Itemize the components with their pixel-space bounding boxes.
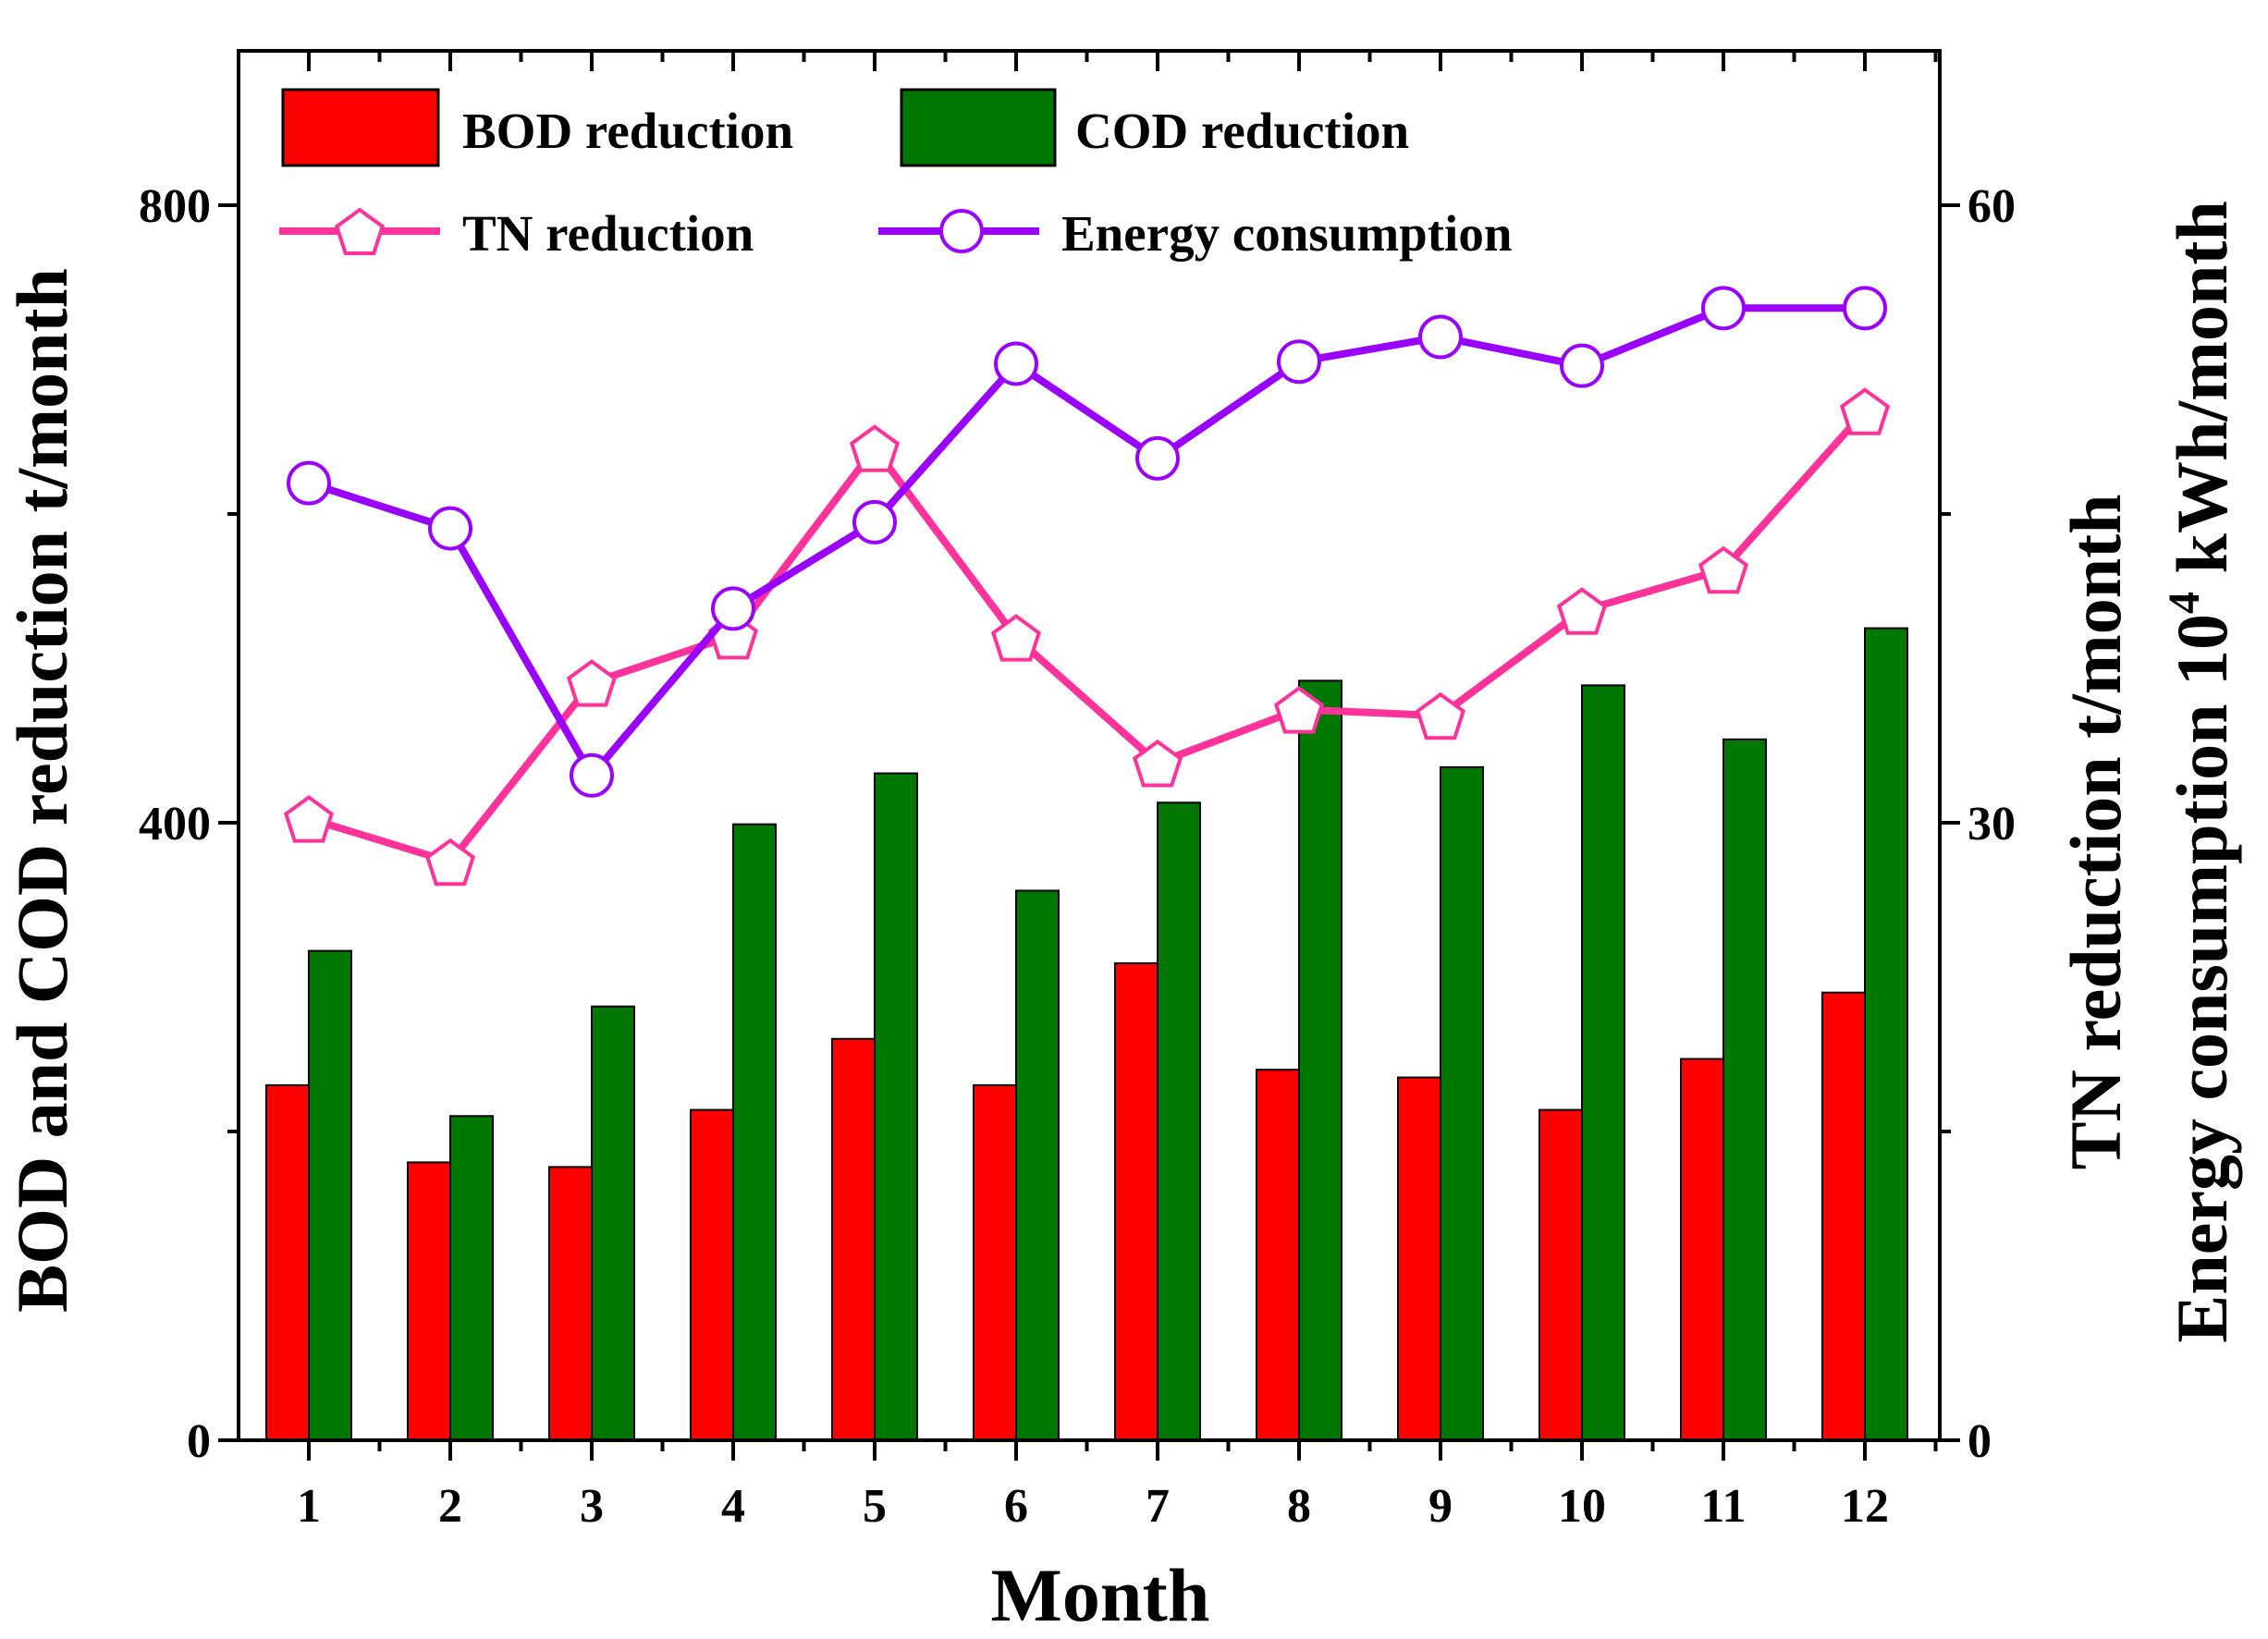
bod-bar: [548, 1166, 593, 1442]
right-y-tick-label: 0: [1968, 1415, 1992, 1468]
energy-axis-title-prefix: Energy consumption 10: [2162, 614, 2242, 1343]
cod-bar: [1722, 738, 1767, 1441]
x-tick-label: 12: [1841, 1480, 1889, 1533]
bod-bar: [407, 1161, 451, 1442]
energy-point: [711, 586, 755, 631]
energy-point: [1701, 286, 1746, 331]
energy-point: [428, 506, 472, 551]
energy-point: [994, 341, 1038, 386]
x-tick-label: 5: [863, 1480, 887, 1533]
energy-point: [287, 460, 331, 506]
energy-point: [1560, 343, 1604, 388]
tn-point: [424, 838, 476, 887]
x-tick-label: 8: [1287, 1480, 1311, 1533]
bod-bar: [690, 1108, 734, 1441]
energy-axis-title-sup: 4: [2160, 592, 2209, 614]
energy-point: [570, 752, 614, 798]
cod-bar: [449, 1115, 494, 1442]
bod-bar: [831, 1037, 876, 1442]
bod-bar: [1397, 1076, 1441, 1442]
energy-point: [852, 499, 897, 544]
tn-point: [566, 659, 618, 707]
x-tick-label: 10: [1558, 1480, 1606, 1533]
energy-point: [1418, 314, 1463, 360]
x-tick-label: 9: [1428, 1480, 1453, 1533]
left-y-tick-label: 800: [139, 180, 211, 233]
legend-swatch-cod: [900, 88, 1057, 167]
energy-line: [307, 304, 1865, 779]
x-tick-label: 7: [1146, 1480, 1170, 1533]
bod-bar: [973, 1083, 1017, 1442]
cod-bar: [732, 823, 777, 1441]
x-tick-label: 4: [721, 1480, 745, 1533]
left-y-tick-label: 400: [139, 798, 211, 850]
tn-point: [990, 614, 1042, 662]
x-tick-label: 6: [1004, 1480, 1028, 1533]
plot-border: [237, 49, 1942, 1442]
plot-frame: [237, 49, 1942, 1442]
energy-point: [1135, 435, 1180, 481]
cod-bar: [1015, 889, 1060, 1441]
tn-point: [283, 795, 335, 843]
bod-bar: [1821, 991, 1866, 1441]
tn-point: [1839, 387, 1891, 435]
cod-bar: [1440, 765, 1484, 1441]
legend: BOD reduction COD reduction TN reduction…: [279, 88, 1512, 262]
tn-point: [849, 424, 901, 472]
legend-label-tn: TN reduction: [462, 205, 754, 262]
x-tick-label: 11: [1700, 1480, 1746, 1533]
x-axis-title: Month: [991, 1553, 1210, 1637]
cod-bar: [1157, 801, 1201, 1441]
legend-label-bod: BOD reduction: [462, 103, 793, 159]
energy-axis-title-suffix: kWh/month: [2162, 201, 2242, 592]
legend-marker-tn: [334, 207, 386, 255]
tn-point: [1132, 739, 1183, 788]
bod-bar: [1114, 961, 1159, 1441]
cod-bar: [1864, 627, 1908, 1441]
tn-axis-title: TN reduction t/month: [2055, 495, 2136, 1170]
legend-swatch-bod: [281, 88, 440, 167]
tn-point: [1273, 686, 1325, 734]
cod-bar: [874, 772, 918, 1441]
right-y-tick-label: 60: [1968, 180, 2016, 233]
bars-layer: [265, 627, 1908, 1442]
bod-bar: [265, 1083, 310, 1442]
cod-bar: [591, 1005, 635, 1441]
cod-bar: [308, 949, 352, 1441]
left-y-tick-label: 0: [187, 1415, 211, 1468]
energy-point: [1843, 286, 1887, 331]
bod-bar: [1256, 1069, 1300, 1441]
cod-bar: [1298, 679, 1342, 1441]
tn-point: [1415, 691, 1466, 740]
energy-axis-title: Energy consumption 104 kWh/month: [2160, 201, 2242, 1342]
tn-point: [1556, 587, 1608, 635]
tn-point: [1698, 545, 1749, 594]
bod-bar: [1680, 1058, 1724, 1441]
left-axis-title: BOD and COD reduction t/month: [2, 268, 82, 1313]
tn-line: [307, 409, 1868, 866]
right-y-tick-label: 30: [1968, 798, 2016, 850]
energy-point: [1277, 339, 1321, 385]
bod-bar: [1539, 1108, 1583, 1441]
x-tick-label: 2: [438, 1480, 462, 1533]
cod-bar: [1581, 684, 1625, 1441]
legend-label-energy: Energy consumption: [1061, 205, 1512, 262]
x-tick-label: 1: [297, 1480, 321, 1533]
lines-layer: [283, 286, 1891, 887]
x-tick-label: 3: [580, 1480, 604, 1533]
legend-marker-energy: [939, 209, 984, 253]
legend-label-cod: COD reduction: [1075, 103, 1409, 159]
